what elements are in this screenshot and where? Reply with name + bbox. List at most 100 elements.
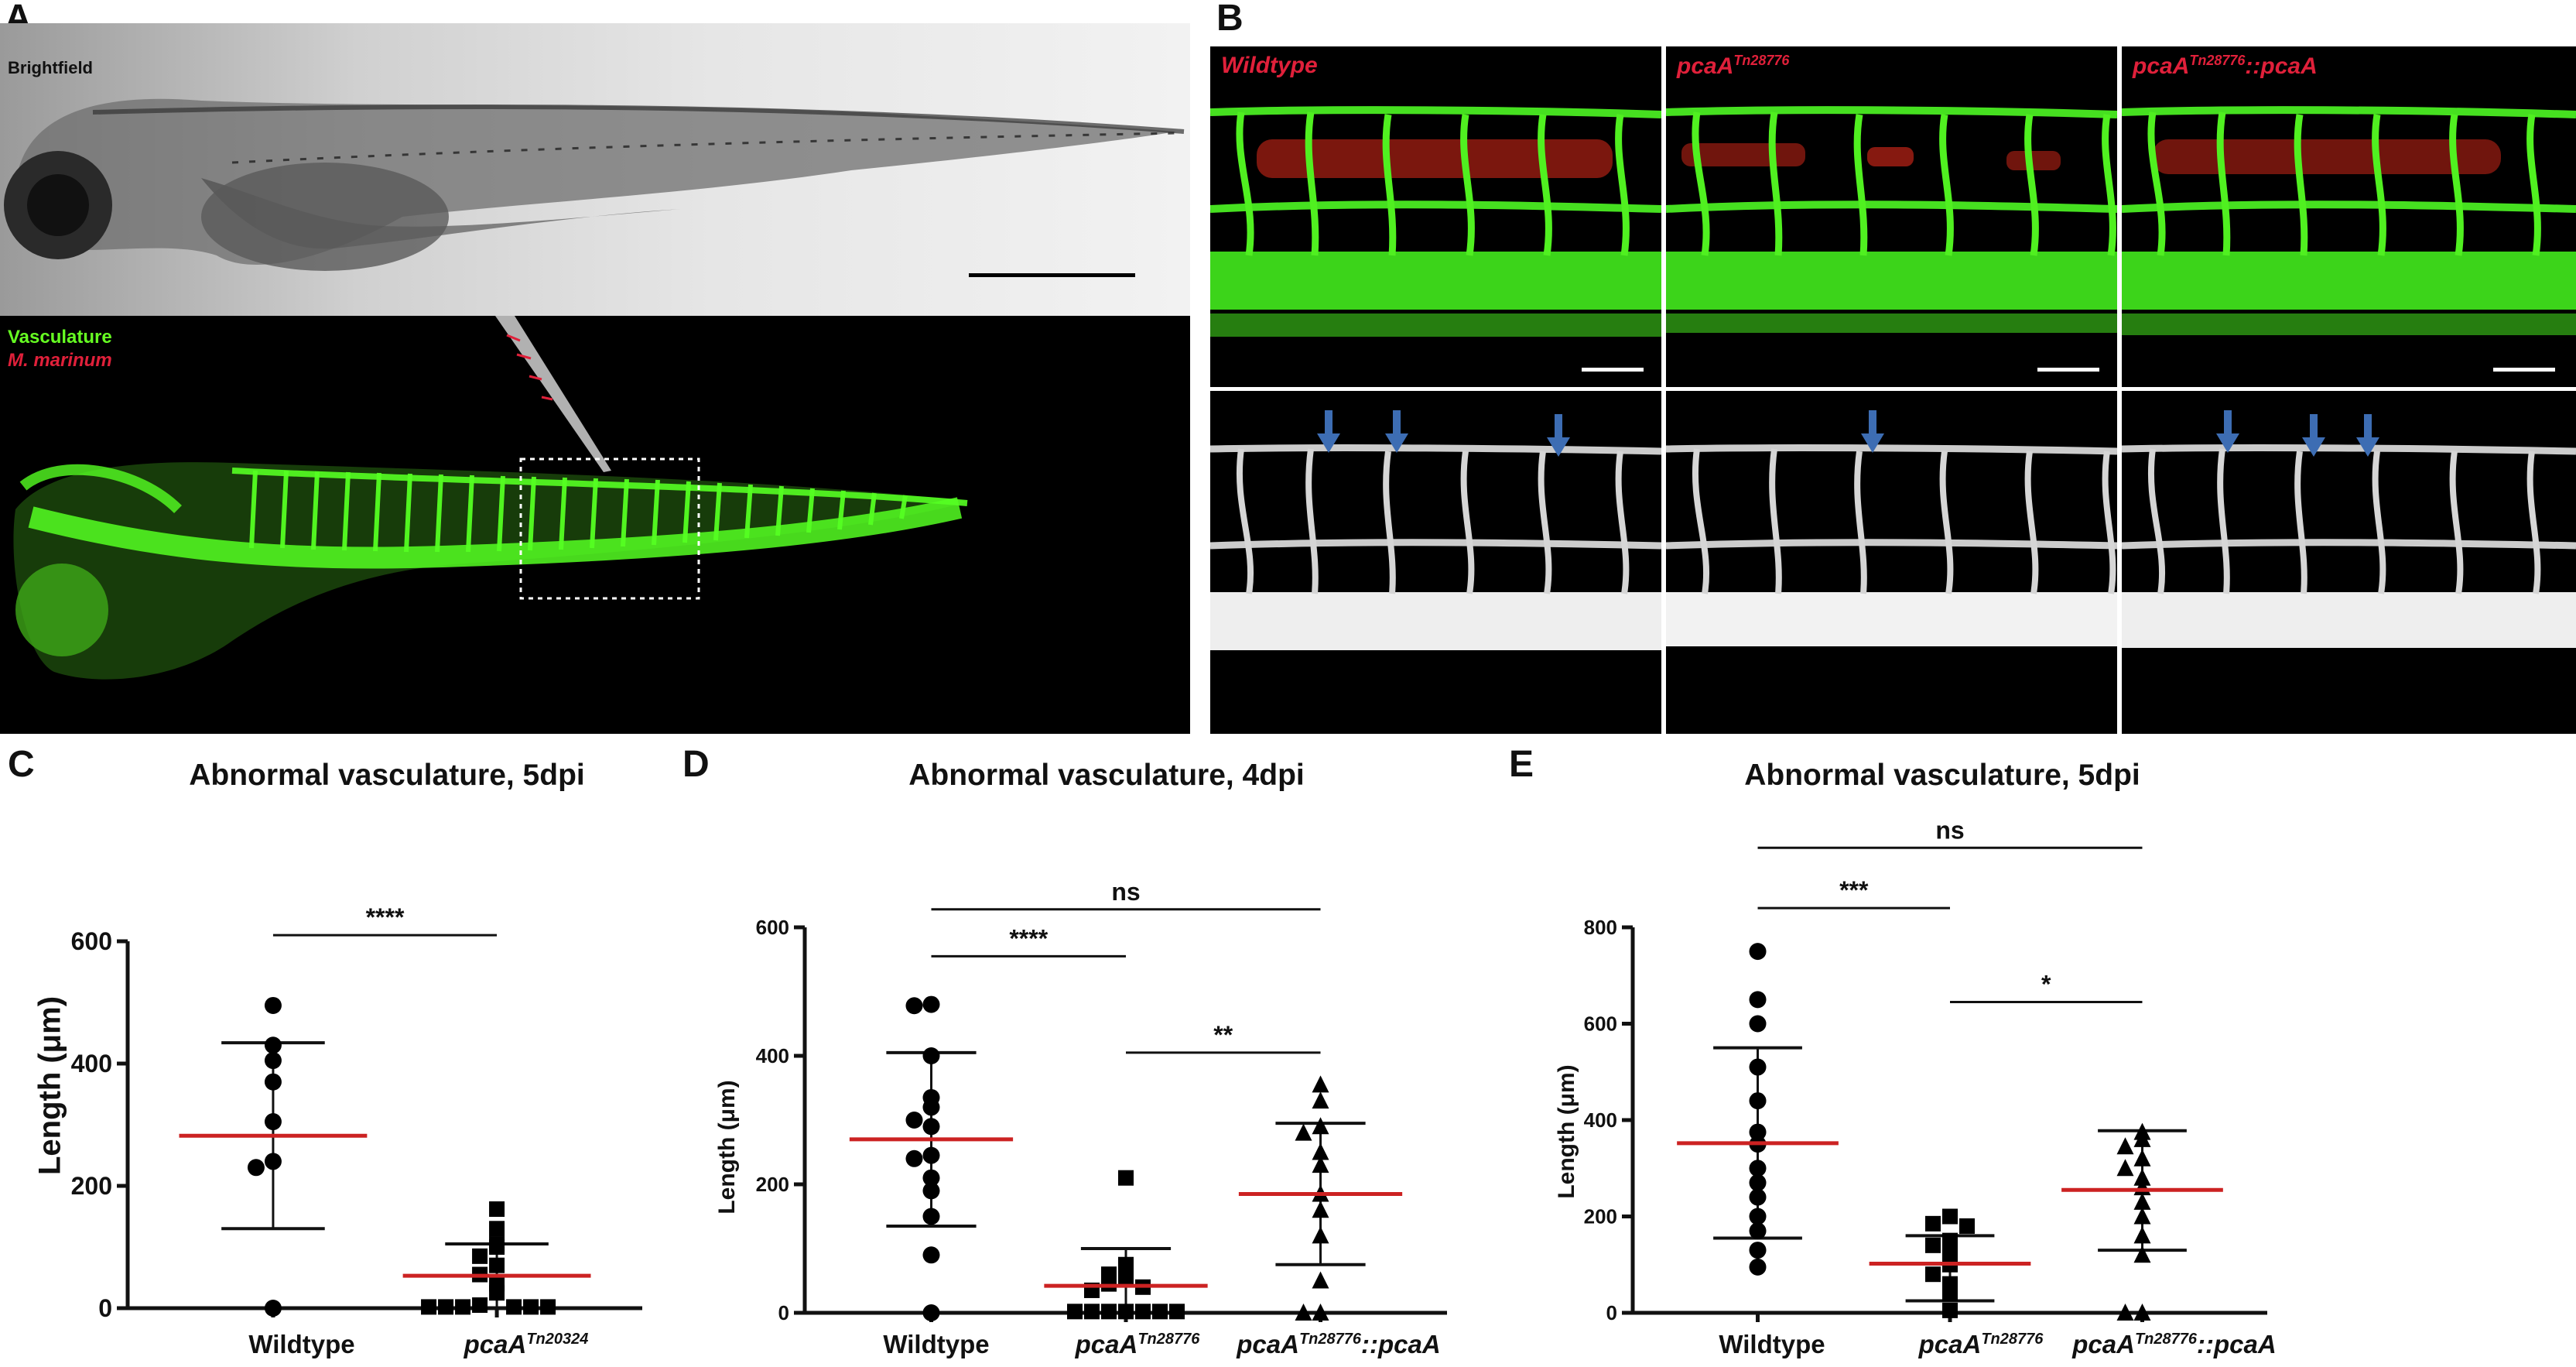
data-point [264, 996, 282, 1014]
data-point [2133, 1226, 2151, 1244]
data-point [2133, 1149, 2151, 1167]
chart-c-title: Abnormal vasculature, 5dpi [189, 759, 585, 792]
data-point [2116, 1137, 2134, 1155]
data-point [922, 1304, 940, 1321]
data-point [472, 1248, 488, 1264]
data-point [421, 1299, 437, 1315]
data-point [1312, 1075, 1329, 1093]
data-point [1749, 1058, 1767, 1076]
data-point [1749, 1160, 1767, 1177]
data-point [264, 1153, 282, 1170]
y-tick-label: 600 [71, 927, 112, 955]
chart-e-xlabel-1: pcaATn28776 [1918, 1330, 2044, 1358]
data-point [1067, 1304, 1083, 1320]
data-point [1312, 1156, 1329, 1173]
data-point [922, 1182, 940, 1200]
data-point [1312, 1271, 1329, 1289]
data-point [1749, 1123, 1767, 1141]
data-point [922, 1118, 940, 1136]
chart-d-xlabel-1: pcaATn28776 [1075, 1330, 1200, 1358]
data-point [264, 1300, 282, 1317]
data-point [1135, 1304, 1151, 1320]
significance-label: ns [1935, 816, 1964, 844]
data-point [438, 1299, 454, 1315]
data-point [489, 1285, 505, 1301]
data-point [1118, 1170, 1134, 1186]
y-tick-label: 200 [756, 1173, 789, 1196]
complemented-gray-image [2122, 391, 2576, 734]
data-point [1118, 1269, 1134, 1286]
wildtype-color-image: Wildtype [1210, 46, 1661, 387]
data-point [922, 995, 940, 1013]
data-point [1118, 1304, 1134, 1320]
y-tick-label: 800 [1584, 916, 1617, 939]
data-point [1295, 1123, 1312, 1141]
chart-c-xlabel-1: pcaATn20324 [464, 1330, 589, 1358]
data-point [489, 1257, 505, 1273]
column-label-complemented: pcaATn28776::pcaA [2133, 53, 2318, 79]
data-point [1749, 1173, 1767, 1191]
data-point [1084, 1304, 1100, 1320]
y-tick-label: 200 [71, 1172, 112, 1200]
wildtype-gray-image [1210, 391, 1661, 734]
data-point [540, 1299, 556, 1315]
data-point [1925, 1237, 1941, 1253]
data-point [1152, 1304, 1168, 1320]
data-point [1749, 1242, 1767, 1259]
data-point [2133, 1192, 2151, 1210]
data-point [2116, 1304, 2134, 1321]
data-point [2133, 1304, 2151, 1321]
data-point [264, 1073, 282, 1091]
significance-label: ns [1111, 878, 1140, 906]
data-point [1295, 1304, 1312, 1321]
panel-label-c: C [8, 744, 35, 785]
brightfield-image: Brightfield [0, 23, 1190, 316]
y-tick-label: 400 [756, 1044, 789, 1067]
data-point [489, 1221, 505, 1237]
data-point [1959, 1218, 1975, 1234]
vasculature-label: Vasculature [8, 327, 112, 348]
y-tick-label: 0 [98, 1294, 112, 1322]
significance-label: ** [1213, 1021, 1233, 1049]
panel-label-b: B [1216, 0, 1244, 39]
data-point [472, 1297, 488, 1314]
panel-label-e: E [1509, 744, 1534, 785]
data-point [1942, 1302, 1958, 1318]
data-point [922, 1047, 940, 1064]
data-point [2133, 1168, 2151, 1186]
data-point [1312, 1117, 1329, 1135]
data-point [1312, 1091, 1329, 1109]
data-point [905, 1112, 923, 1129]
data-point [455, 1299, 471, 1315]
column-label-mutant: pcaATn28776 [1677, 53, 1790, 79]
zebrafish-vasculature-drawing [13, 316, 968, 680]
data-point [922, 1246, 940, 1264]
data-point [1942, 1208, 1958, 1225]
y-tick-label: 0 [1606, 1301, 1617, 1324]
data-point [1312, 1304, 1329, 1321]
brightfield-label: Brightfield [8, 58, 93, 77]
mutant-color-image: pcaATn28776 [1666, 46, 2117, 387]
complemented-color-image: pcaATn28776::pcaA [2122, 46, 2576, 387]
data-point [264, 1113, 282, 1131]
data-point [905, 1149, 923, 1167]
data-point [264, 1052, 282, 1070]
data-point [2133, 1129, 2151, 1147]
data-point [2133, 1245, 2151, 1263]
data-point [523, 1299, 539, 1315]
data-point [1749, 1092, 1767, 1110]
data-point [1118, 1256, 1134, 1273]
data-point [1749, 1208, 1767, 1225]
data-point [1749, 943, 1767, 961]
data-point [1312, 1143, 1329, 1160]
data-point [2133, 1207, 2151, 1225]
chart-d-xlabel-0: Wildtype [883, 1330, 990, 1358]
significance-label: **** [1009, 924, 1048, 952]
data-point [1925, 1215, 1941, 1232]
chart-e-title: Abnormal vasculature, 5dpi [1744, 759, 2140, 792]
y-tick-label: 200 [1584, 1205, 1617, 1228]
data-point [922, 1146, 940, 1164]
chart-d-title: Abnormal vasculature, 4dpi [908, 759, 1305, 792]
